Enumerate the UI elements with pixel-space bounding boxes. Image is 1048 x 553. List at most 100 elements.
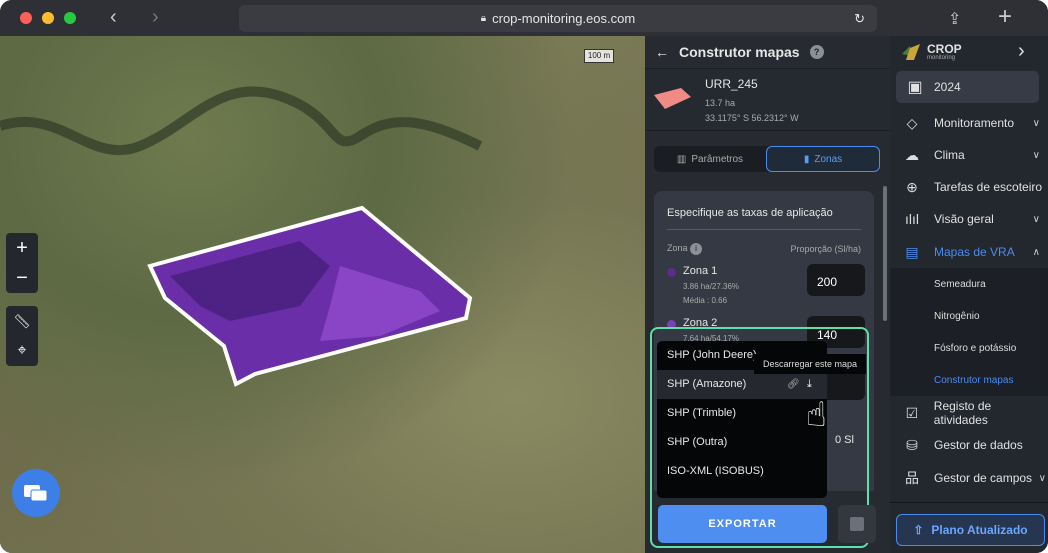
year-label: 2024 <box>934 80 961 94</box>
logo: CROP monitoring <box>900 42 962 62</box>
layout-icon: ▤ <box>905 243 919 260</box>
zone-2-name: Zona 2 <box>683 317 718 329</box>
tab-label: Parâmetros <box>691 153 744 165</box>
map-icon: ▮ <box>803 153 810 165</box>
export-option[interactable]: ISO-XML (ISOBUS) <box>667 465 764 477</box>
tab-parametros[interactable]: ▥ Parâmetros <box>654 146 766 172</box>
vra-submenu: Semeadura Nitrogênio Fósforo e potássio … <box>890 268 1048 396</box>
sidebar-item-registo[interactable]: ☑︎ Registo de atividades <box>890 397 1048 429</box>
export-option[interactable]: SHP (Trimble) <box>667 407 737 419</box>
zone-1-rate-input[interactable]: 200 <box>807 264 865 296</box>
zoom-controls: + − <box>6 233 38 293</box>
zone-1-area: 3.86 ha/27.36% <box>683 282 740 291</box>
new-tab-icon[interactable]: + <box>998 3 1013 30</box>
chart-icon: ▥ <box>676 153 687 165</box>
item-label: Registo de atividades <box>933 399 992 427</box>
maximize-window-button[interactable] <box>64 12 76 24</box>
close-window-button[interactable] <box>20 12 32 24</box>
field-thumbnail <box>654 88 691 109</box>
link-icon[interactable]: 🔗︎ <box>787 379 800 390</box>
chevron-down-icon: ∨ <box>1038 472 1046 484</box>
save-button[interactable] <box>838 505 876 543</box>
submenu-fosforo[interactable]: Fósforo e potássio <box>934 343 1017 354</box>
divider <box>890 502 1048 503</box>
share-icon[interactable]: ⇪ <box>948 11 962 28</box>
item-label: Visão geral <box>934 212 994 226</box>
rate-column-header: Proporção (Sl/ha) <box>790 244 861 254</box>
cloud-icon: ☁︎ <box>905 146 919 163</box>
item-label: Mapas de VRA <box>934 245 1015 259</box>
submenu-nitrogenio[interactable]: Nitrogênio <box>934 311 980 322</box>
locate-icon[interactable]: ⌖ <box>17 342 27 359</box>
export-option[interactable]: SHP (John Deere) <box>667 349 757 361</box>
plan-label: Plano Atualizado <box>931 523 1028 537</box>
export-label: EXPORTAR <box>708 518 777 530</box>
browser-chrome: ‹ › 🔒︎ crop-monitoring.eos.com ↻ ⇪ + <box>0 0 1048 36</box>
tab-label: Zonas <box>814 153 843 165</box>
sidebar-item-mapas-vra[interactable]: ▤ Mapas de VRA ∧ <box>890 236 1048 268</box>
sidebar-item-gestor-campos[interactable]: 品 Gestor de campos ∨ <box>890 462 1048 494</box>
sidebar-item-monitoramento[interactable]: ◇ Monitoramento ∨ <box>890 107 1048 139</box>
logo-icon <box>902 44 920 60</box>
ruler-icon[interactable]: 📏︎ <box>13 313 31 329</box>
sidebar-item-gestor-dados[interactable]: ⛁ Gestor de dados <box>890 429 1048 461</box>
pin-icon: ⊕ <box>906 178 918 195</box>
sidebar-item-visao-geral[interactable]: ılıl Visão geral ∨ <box>890 203 1048 235</box>
help-icon[interactable]: ? <box>809 45 824 59</box>
save-icon <box>850 517 864 531</box>
river <box>0 86 483 156</box>
map-scale: 100 m <box>584 49 614 63</box>
zone-1-mean: Média : 0.66 <box>683 296 728 305</box>
option-label: SHP (Amazone) <box>667 378 747 390</box>
info-icon[interactable]: i <box>690 243 703 255</box>
sidebar-item-tarefas[interactable]: ⊕ Tarefas de escoteiro <box>890 171 1048 203</box>
sidebar-item-clima[interactable]: ☁︎ Clima ∨ <box>890 139 1048 171</box>
download-tooltip: Descarregar este mapa <box>754 354 866 374</box>
sidebar: CROP monitoring › ▣ 2024 ◇ Monitoramento ∨ ☁… <box>890 36 1048 553</box>
download-icon[interactable]: ⤓ <box>807 378 812 390</box>
back-arrow-icon[interactable]: ← <box>655 44 669 60</box>
bar-chart-icon: ılıl <box>905 211 919 227</box>
chevron-down-icon: ∨ <box>1032 117 1040 129</box>
zoom-out-button[interactable]: − <box>16 267 28 289</box>
submenu-semeadura[interactable]: Semeadura <box>934 279 986 290</box>
zone-1-area <box>170 241 330 321</box>
minimize-window-button[interactable] <box>42 12 54 24</box>
zone-3-area <box>320 266 440 341</box>
field-name: URR_245 <box>705 77 758 91</box>
expand-sidebar-icon[interactable]: › <box>1018 40 1025 62</box>
field-area: 13.7 ha <box>705 98 736 108</box>
item-label: Gestor de campos <box>934 471 1033 485</box>
forward-icon[interactable]: › <box>152 6 159 28</box>
panel-title: Construtor mapas <box>679 44 800 60</box>
field-polygon[interactable] <box>147 205 473 387</box>
zone-1-color <box>667 268 676 277</box>
chevron-up-icon: ∧ <box>1032 246 1040 258</box>
logo-subtext: monitoring <box>927 55 956 61</box>
item-label: Gestor de dados <box>934 438 1023 452</box>
back-icon[interactable]: ‹ <box>110 6 117 28</box>
layers-icon: ◇ <box>906 114 918 131</box>
plan-button[interactable]: ⇧ Plano Atualizado <box>896 514 1045 546</box>
year-selector[interactable]: ▣ 2024 <box>896 71 1039 103</box>
chat-button[interactable] <box>12 469 60 517</box>
export-option[interactable]: SHP (Outra) <box>667 436 728 448</box>
export-option-hovered[interactable]: SHP (Amazone) 🔗︎ ⤓ <box>657 370 827 399</box>
zone-column-header: Zona <box>667 243 688 253</box>
satellite-map[interactable]: 100 m + − 📏︎ ⌖ <box>0 36 645 553</box>
field-info: URR_245 13.7 ha 33.1175° S 56.2312° W <box>645 68 890 131</box>
reload-icon[interactable]: ↻ <box>854 10 865 26</box>
address-bar[interactable]: 🔒︎ crop-monitoring.eos.com ↻ <box>239 5 877 32</box>
calendar-check-icon: ☑︎ <box>905 404 919 421</box>
zone-2-area: 7.64 ha/54.17% <box>683 334 740 343</box>
map-overlay <box>0 86 483 387</box>
zoom-in-button[interactable]: + <box>16 237 28 259</box>
submenu-construtor[interactable]: Construtor mapas <box>934 375 1014 386</box>
tab-zonas[interactable]: ▮ Zonas <box>766 146 880 172</box>
hierarchy-icon: 品 <box>905 470 919 486</box>
chevron-down-icon: ∨ <box>1032 149 1040 161</box>
panel-scrollbar[interactable] <box>883 186 887 321</box>
export-button[interactable]: EXPORTAR▲ <box>658 505 827 543</box>
lock-icon: 🔒︎ <box>480 13 487 24</box>
